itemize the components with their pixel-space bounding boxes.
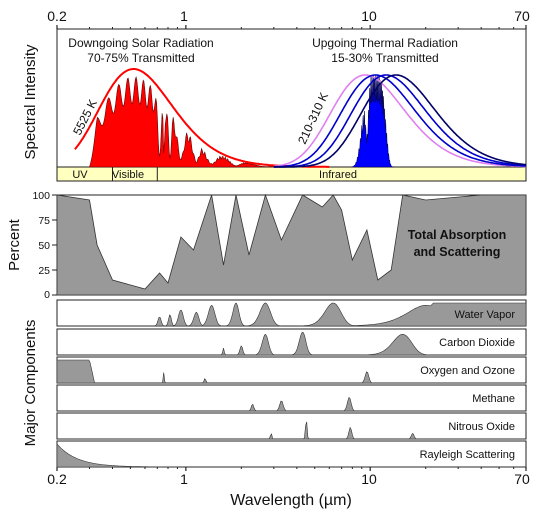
thermal-transmitted-area	[352, 74, 395, 168]
thermal-radiation-plot	[273, 74, 527, 168]
major-components-plots	[56, 299, 527, 468]
component-absorption-area	[57, 421, 526, 440]
bottom-tick-label-0: 0.2	[47, 471, 67, 487]
band-label-visible: Visible	[112, 169, 144, 181]
component-panel-frame	[56, 356, 527, 384]
total-absorption-title-line2: and Scattering	[414, 245, 501, 259]
thermal-curve-0	[273, 74, 526, 168]
component-panel-frame	[56, 384, 527, 412]
percent-ylabel: Percent	[6, 218, 23, 271]
band-label-infrared: Infrared	[319, 169, 357, 181]
x-axis-label: Wavelength (µm)	[230, 492, 352, 509]
axis-ticks	[52, 25, 527, 471]
component-absorption-area	[56, 359, 526, 384]
component-label-carbon-dioxide: Carbon Dioxide	[439, 337, 515, 349]
percent-tick-75: 75	[38, 215, 50, 227]
thermal-curve-2	[273, 74, 527, 168]
spectral-intensity-ylabel: Spectral Intensity	[22, 44, 39, 160]
component-label-water-vapor: Water Vapor	[454, 309, 515, 321]
component-absorption-area	[56, 443, 526, 468]
solar-transmitted-area	[89, 76, 280, 168]
top-tick-label-3: 70	[514, 8, 530, 24]
thermal-subtitle: 15-30% Transmitted	[331, 51, 438, 65]
percent-tick-25: 25	[38, 265, 50, 277]
percent-tick-100: 100	[32, 190, 50, 202]
total-absorption-area	[56, 193, 527, 296]
thermal-title: Upgoing Thermal Radiation	[312, 36, 458, 50]
bottom-tick-label-2: 10	[361, 471, 377, 487]
top-tick-label-1: 1	[180, 8, 188, 24]
solar-subtitle: 70-75% Transmitted	[87, 51, 194, 65]
total-absorption-title-line1: Total Absorption	[408, 228, 507, 242]
component-label-oxygen-ozone: Oxygen and Ozone	[420, 365, 515, 377]
component-absorption-area	[57, 332, 526, 356]
component-panel-frame	[56, 440, 527, 468]
component-absorption-area	[57, 396, 526, 412]
major-components-ylabel: Major Components	[22, 320, 39, 447]
component-label-methane: Methane	[472, 393, 515, 405]
top-tick-label-0: 0.2	[47, 8, 67, 24]
total-absorption-plot	[56, 193, 527, 296]
top-tick-label-2: 10	[361, 8, 377, 24]
thermal-curve-1	[273, 74, 526, 168]
component-panel-frame	[56, 328, 527, 356]
component-label-nitrous-oxide: Nitrous Oxide	[448, 421, 515, 433]
thermal-curve-3	[273, 74, 527, 168]
percent-tick-50: 50	[38, 240, 50, 252]
percent-tick-0: 0	[44, 289, 50, 301]
bottom-tick-label-3: 70	[514, 471, 530, 487]
solar-title: Downgoing Solar Radiation	[68, 36, 213, 50]
component-absorption-area	[57, 302, 527, 327]
band-label-uv: UV	[72, 169, 88, 181]
component-label-rayleigh: Rayleigh Scattering	[420, 449, 515, 461]
bottom-tick-label-1: 1	[180, 471, 188, 487]
